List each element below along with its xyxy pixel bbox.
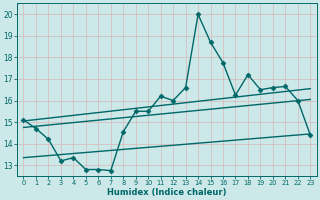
X-axis label: Humidex (Indice chaleur): Humidex (Indice chaleur) <box>107 188 227 197</box>
